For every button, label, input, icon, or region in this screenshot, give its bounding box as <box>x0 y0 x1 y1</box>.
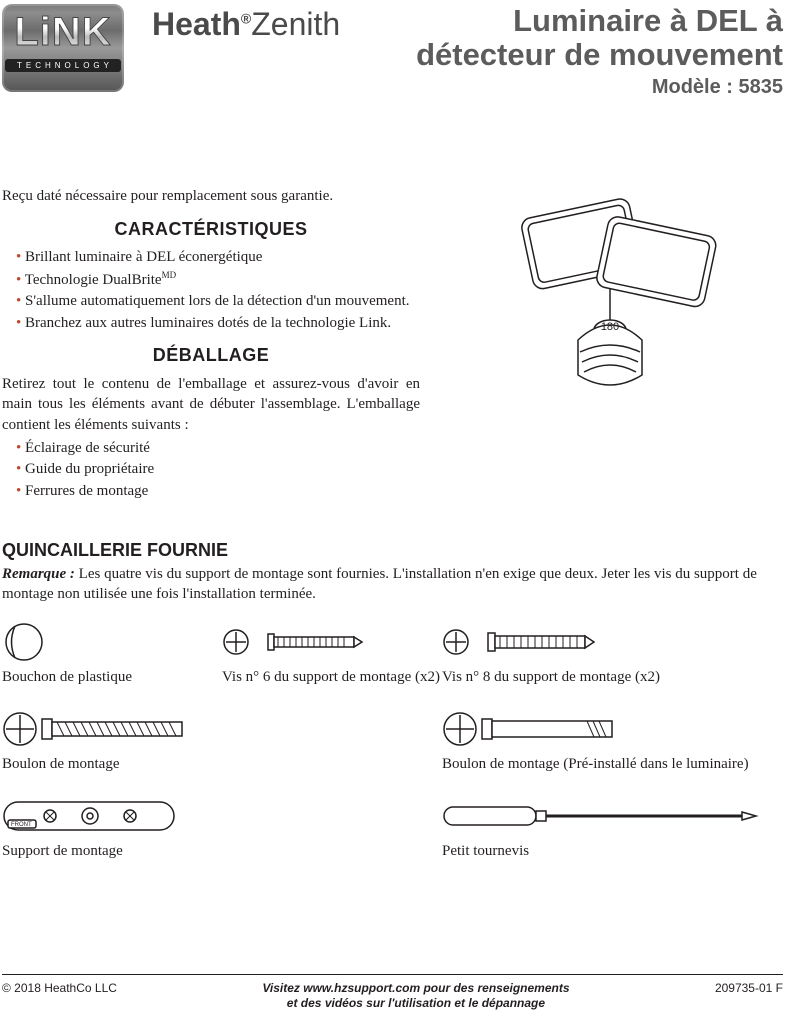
feature-item: S'allume automatiquement lors de la déte… <box>16 292 420 312</box>
hardware-row-3: FRONT Support de montage Petit tournevis <box>2 792 783 861</box>
footer-center-line1: Visitez www.hzsupport.com pour des rense… <box>262 981 569 995</box>
screw-8-label: Vis n° 8 du support de montage (x2) <box>442 668 782 687</box>
feature-item: Branchez aux autres luminaires dotés de … <box>16 314 420 334</box>
link-technology-badge: LiNK TECHNOLOGY <box>2 4 124 92</box>
title-line-1: Luminaire à DEL à <box>416 4 783 38</box>
unboxing-intro: Retirez tout le contenu de l'emballage e… <box>2 374 420 435</box>
unboxing-heading: DÉBALLAGE <box>2 345 420 366</box>
unboxing-item: Ferrures de montage <box>16 482 420 502</box>
unboxing-list: Éclairage de sécuritéGuide du propriétai… <box>2 439 420 502</box>
unboxing-item: Guide du propriétaire <box>16 460 420 480</box>
footer-rule <box>2 974 783 975</box>
link-badge-word: LiNK <box>2 10 124 55</box>
hardware-heading: QUINCAILLERIE FOURNIE <box>2 540 783 561</box>
logo-registered: ® <box>241 10 251 26</box>
mount-bolt-icon <box>2 705 442 753</box>
screwdriver-icon <box>442 792 782 840</box>
link-badge-subtitle: TECHNOLOGY <box>5 59 121 72</box>
feature-item: Technologie DualBriteMD <box>16 270 420 291</box>
mount-bolt-label: Boulon de montage <box>2 755 442 774</box>
feature-item: Brillant luminaire à DEL éconergétique <box>16 248 420 268</box>
hardware-row-2: Boulon de montage Boulon de montage (Pré… <box>2 705 783 774</box>
footer-center-line2: et des vidéos sur l'utilisation et le dé… <box>287 996 545 1010</box>
screw-8-icon <box>442 618 782 666</box>
left-column: Reçu daté nécessaire pour remplacement s… <box>2 188 420 513</box>
screw-6-icon <box>222 618 442 666</box>
footer-center: Visitez www.hzsupport.com pour des rense… <box>117 981 715 1012</box>
features-list: Brillant luminaire à DEL éconergétiqueTe… <box>2 248 420 333</box>
mount-bolt-preinstalled-label: Boulon de montage (Pré-installé dans le … <box>442 755 782 774</box>
logo-heath: Heath <box>152 6 241 42</box>
title-line-2: détecteur de mouvement <box>416 38 783 72</box>
warranty-note: Reçu daté nécessaire pour remplacement s… <box>2 188 420 205</box>
bracket-front-label: FRONT <box>11 822 32 828</box>
footer-doc-number: 209735-01 F <box>715 981 783 1012</box>
logo-zenith: Zenith <box>251 6 340 42</box>
mount-bracket-icon: FRONT <box>2 792 442 840</box>
features-heading: CARACTÉRISTIQUES <box>2 219 420 240</box>
screw-6-label: Vis n° 6 du support de montage (x2) <box>222 668 442 687</box>
screwdriver-label: Petit tournevis <box>442 842 782 861</box>
model-line: Modèle : 5835 <box>416 76 783 99</box>
product-illustration: 180 <box>460 180 760 410</box>
remark-label: Remarque : <box>2 566 75 582</box>
heath-zenith-logo: Heath®Zenith <box>152 6 340 43</box>
footer-copyright: © 2018 HeathCo LLC <box>2 981 117 1012</box>
page-footer: © 2018 HeathCo LLC Visitez www.hzsupport… <box>2 974 783 1012</box>
svg-text:180: 180 <box>601 321 619 333</box>
remark-text: Les quatre vis du support de montage son… <box>2 566 757 602</box>
hardware-remark: Remarque : Les quatre vis du support de … <box>2 565 783 604</box>
hardware-row-1: Bouchon de plastique Vis n° 6 du support… <box>2 618 783 687</box>
hardware-section: QUINCAILLERIE FOURNIE Remarque : Les qua… <box>2 540 783 860</box>
plastic-cap-icon <box>2 618 222 666</box>
plastic-cap-label: Bouchon de plastique <box>2 668 222 687</box>
mount-bolt-preinstalled-icon <box>442 705 782 753</box>
unboxing-item: Éclairage de sécurité <box>16 439 420 459</box>
mount-bracket-label: Support de montage <box>2 842 442 861</box>
title-block: Luminaire à DEL à détecteur de mouvement… <box>416 4 783 99</box>
page-header: LiNK TECHNOLOGY Heath®Zenith Luminaire à… <box>2 4 783 114</box>
